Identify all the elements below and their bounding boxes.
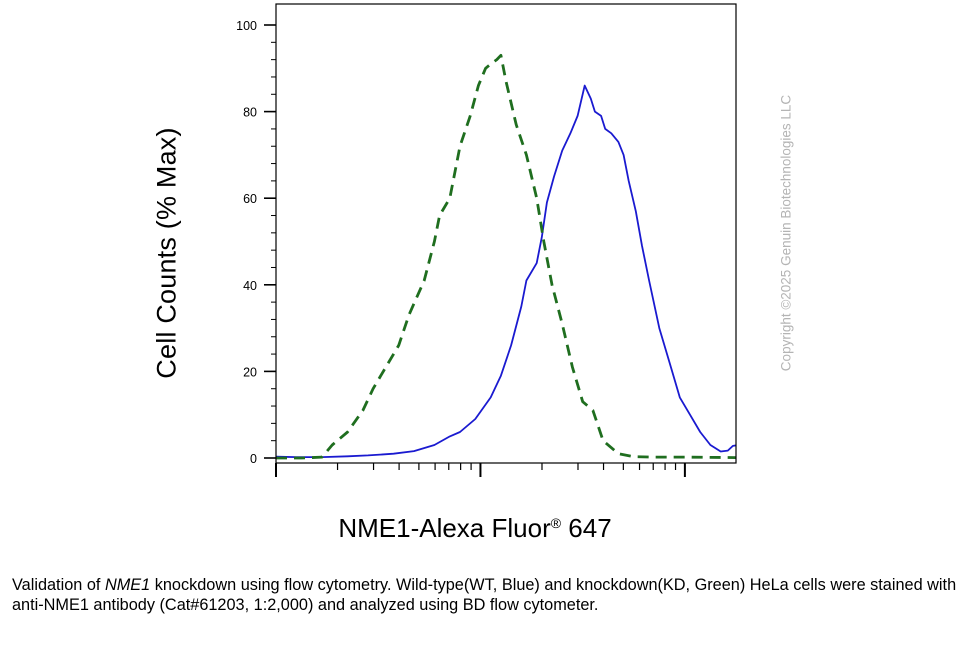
caption-prefix: Validation of [12, 576, 105, 594]
y-tick-label: 100 [236, 19, 257, 33]
y-tick-label: 40 [243, 279, 257, 293]
wt-blue-series-line [275, 84, 737, 458]
caption-rest: knockdown using flow cytometry. Wild-typ… [12, 576, 957, 614]
x-axis-label-number: 647 [561, 513, 612, 543]
registered-mark: ® [550, 515, 562, 531]
x-axis-ticks [275, 463, 686, 477]
y-tick-label: 60 [243, 192, 257, 206]
y-tick-label: 80 [243, 106, 257, 120]
y-axis-ticks: 0 20 40 60 80 100 [236, 19, 276, 466]
kd-green-series-line [276, 53, 737, 460]
series-layer [275, 53, 737, 460]
x-axis-label: NME1-Alexa Fluor® 647 [0, 513, 950, 544]
figure-caption: Validation of NME1 knockdown using flow … [12, 575, 972, 615]
y-tick-label: 0 [250, 452, 257, 466]
y-tick-label: 20 [243, 365, 257, 379]
x-axis-label-name: NME1-Alexa Fluor [338, 513, 551, 543]
caption-gene: NME1 [104, 576, 151, 594]
y-axis-label: Cell Counts (% Max) [151, 127, 182, 379]
copyright-watermark: Copyright ©2025 Genuin Biotechnologies L… [778, 94, 794, 372]
plot-frame [275, 3, 737, 464]
